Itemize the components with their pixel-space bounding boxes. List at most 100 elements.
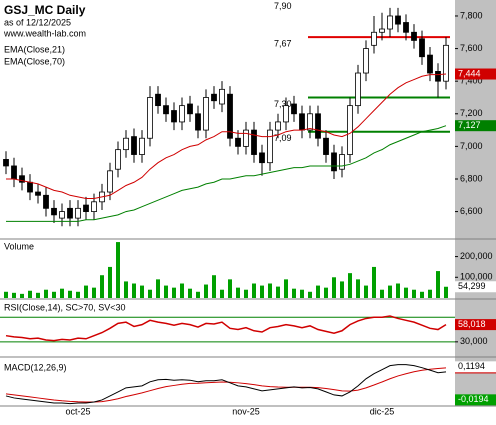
candle-body <box>371 31 377 46</box>
volume-bar <box>20 293 24 298</box>
candle-body <box>251 129 257 155</box>
volume-bar <box>308 291 312 298</box>
volume-bar <box>324 287 328 298</box>
candle-body <box>179 105 185 123</box>
volume-bar <box>292 288 296 298</box>
volume-bar <box>236 287 240 298</box>
candle-body <box>211 93 217 102</box>
candle-body <box>347 105 353 155</box>
y-tick-label: 7,200 <box>460 108 483 118</box>
volume-bar <box>108 266 112 298</box>
y-tick-label: 6,800 <box>460 173 483 183</box>
candle-body <box>259 152 265 164</box>
volume-bar <box>196 291 200 298</box>
volume-bar <box>28 290 32 298</box>
volume-bar <box>268 283 272 298</box>
volume-bar <box>244 289 248 298</box>
candle-body <box>171 110 177 123</box>
volume-bar <box>140 285 144 298</box>
volume-bar <box>220 289 224 298</box>
level-label: 7,30 <box>274 99 292 109</box>
volume-bar <box>148 289 152 298</box>
volume-bar <box>60 288 64 298</box>
x-tick-label: oct-25 <box>65 406 90 416</box>
volume-bar <box>124 281 128 298</box>
chart-title: GSJ_MC Daily <box>4 3 86 17</box>
panel-title: MACD(12,26,9) <box>4 362 67 372</box>
candle-body <box>395 15 401 25</box>
x-tick-label: nov-25 <box>232 406 260 416</box>
panel-title: RSI(Close,14), SC>70, SV<30 <box>4 302 126 312</box>
candle-body <box>283 105 289 123</box>
volume-bar <box>332 277 336 298</box>
candle-body <box>235 137 241 147</box>
volume-bar <box>380 289 384 298</box>
volume-bar <box>4 291 8 298</box>
volume-bar <box>260 285 264 298</box>
candle-body <box>403 22 409 33</box>
value-tag <box>455 281 496 293</box>
y-tick-label: 30,000 <box>460 336 488 346</box>
volume-bar <box>180 283 184 298</box>
candle-body <box>427 54 433 74</box>
volume-bar <box>364 285 368 298</box>
volume-bar <box>300 289 304 298</box>
candle-body <box>155 93 161 107</box>
candle-body <box>203 97 209 131</box>
volume-bar <box>316 285 320 298</box>
y-tick-label: 6,600 <box>460 206 483 216</box>
ema-line <box>6 73 447 200</box>
candle-body <box>331 152 337 172</box>
volume-bar <box>116 242 120 298</box>
candle-body <box>163 105 169 115</box>
volume-bar <box>52 291 56 298</box>
signal-line <box>5 367 447 403</box>
volume-bar <box>372 266 376 298</box>
candle-body <box>59 211 65 219</box>
value-tag <box>455 361 496 373</box>
candle-body <box>147 97 153 139</box>
candle-body <box>115 149 121 170</box>
marks: 7,800 7,600 7,400 7,200 7,000 6,800 6,600 200,0… <box>0 1 496 416</box>
candle-body <box>363 48 369 74</box>
candle-body <box>131 136 137 155</box>
candle-body <box>139 137 145 155</box>
volume-bar <box>404 287 408 298</box>
candle-body <box>435 71 441 82</box>
candle-body <box>339 154 345 170</box>
candle-body <box>187 103 193 115</box>
volume-bar <box>420 291 424 298</box>
volume-bar <box>84 285 88 298</box>
value-tag <box>455 394 496 406</box>
value-tag-label: 7,127 <box>458 120 481 130</box>
candle-body <box>91 201 97 212</box>
volume-bar <box>356 279 360 298</box>
legend-entry: EMA(Close,21) <box>4 44 65 54</box>
legend-entry: EMA(Close,70) <box>4 56 65 66</box>
y-tick-label: 7,000 <box>460 141 483 151</box>
candle-body <box>35 191 41 196</box>
volume-bar <box>228 279 232 298</box>
candle-body <box>107 170 113 193</box>
volume-bar <box>68 290 72 298</box>
annotation: 7,90 <box>274 1 292 11</box>
subtitle: as of 12/12/2025 <box>4 17 71 27</box>
candle-body <box>307 113 313 131</box>
level-label: 7,67 <box>274 39 292 49</box>
volume-bar <box>340 281 344 298</box>
value-tag <box>455 68 496 80</box>
candle-body <box>195 113 201 131</box>
candle-body <box>355 72 361 107</box>
volume-bar <box>156 279 160 298</box>
source: www.wealth-lab.com <box>3 28 86 38</box>
y-tick-label: 7,400 <box>460 76 483 86</box>
value-tag <box>455 120 496 132</box>
candle-body <box>267 129 273 164</box>
value-tag-label: 7,444 <box>458 68 481 78</box>
candle-body <box>67 207 73 219</box>
volume-bar <box>36 292 40 298</box>
volume-bar <box>172 287 176 298</box>
